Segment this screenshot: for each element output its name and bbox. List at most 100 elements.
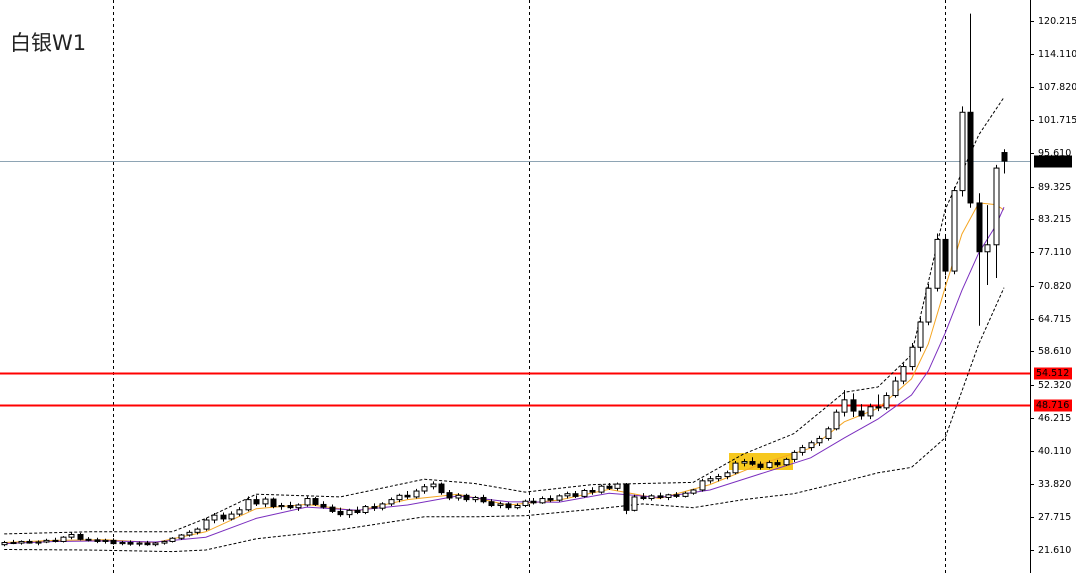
candle-body [43, 539, 50, 543]
candle-body [110, 539, 117, 545]
candle-body [94, 539, 101, 542]
candle-body [438, 483, 445, 494]
candle-body [18, 540, 25, 544]
candle-body [909, 346, 916, 368]
candle-body [463, 494, 470, 501]
candle-body [245, 499, 252, 511]
candle-body [539, 498, 546, 504]
candle-body [178, 534, 185, 539]
candle-body [186, 531, 193, 536]
candle-body [136, 542, 143, 545]
candle-body [127, 542, 134, 545]
candle-body [825, 428, 832, 439]
candle-body [556, 495, 563, 501]
candle-body [211, 514, 218, 521]
candle-body [488, 501, 495, 507]
candle-body [581, 489, 588, 497]
candle-body [657, 495, 664, 498]
candle-body [892, 380, 899, 397]
level-line-label: 54.512 [1036, 368, 1069, 379]
candle-body [514, 505, 521, 509]
candle-body [951, 190, 958, 272]
y-tick-label: 46.215 [1038, 413, 1071, 424]
candle-body [774, 462, 781, 466]
candle-body [648, 495, 655, 500]
y-tick-label: 120.215 [1038, 16, 1076, 27]
candle-body [934, 238, 941, 289]
candle-body [10, 542, 17, 545]
candle-body [783, 458, 790, 466]
candle-body [808, 442, 815, 449]
candle-body [77, 533, 84, 540]
candle-body [203, 519, 210, 530]
y-tick-label: 95.610 [1038, 148, 1071, 159]
candle-body [60, 536, 67, 542]
level-line-label-box [1034, 399, 1072, 412]
candle-body [572, 493, 579, 497]
candle-body [194, 528, 201, 533]
candle-body [665, 494, 672, 498]
candle-body [472, 496, 479, 501]
candle-body [404, 494, 411, 498]
y-tick-label: 64.715 [1038, 314, 1071, 325]
candle-body [547, 498, 554, 501]
candle-body [52, 539, 59, 542]
candle-body [85, 538, 92, 541]
candle-body [598, 485, 605, 493]
candle-body [925, 287, 932, 323]
candle-body [262, 498, 269, 505]
y-tick-label: 21.610 [1038, 545, 1071, 556]
candle-body [337, 510, 344, 516]
candle-body [699, 480, 706, 491]
candle-body [1001, 152, 1008, 162]
moving-average-line [4, 202, 1005, 544]
candle-body [984, 244, 991, 253]
candle-body [354, 509, 361, 513]
candle-body [455, 494, 462, 499]
candle-body [724, 472, 731, 478]
candle-body [858, 410, 865, 417]
y-tick-label: 77.110 [1038, 247, 1071, 258]
candle-body [320, 503, 327, 508]
y-tick-label: 101.715 [1038, 115, 1076, 126]
candle-body [993, 167, 1000, 246]
candle-body [270, 498, 277, 508]
candle-body [690, 489, 697, 494]
candle-body [715, 476, 722, 480]
y-tick-label: 27.715 [1038, 512, 1071, 523]
candle-body [119, 542, 126, 545]
candle-body [967, 111, 974, 204]
candle-body [707, 478, 714, 482]
candle-body [589, 489, 596, 493]
candle-body [623, 483, 630, 511]
y-tick-label: 70.820 [1038, 281, 1071, 292]
candle-body [749, 461, 756, 465]
candle-body [850, 399, 857, 412]
candle-body [530, 500, 537, 504]
y-tick-label: 52.320 [1038, 380, 1071, 391]
candle-body [371, 506, 378, 509]
plot-area [0, 13, 1030, 553]
y-tick-label: 83.215 [1038, 214, 1071, 225]
candle-body [816, 437, 823, 444]
candle-body [144, 542, 151, 546]
candle-body [497, 503, 504, 507]
candle-body [1, 542, 8, 546]
candle-body [68, 533, 75, 538]
candle-body [446, 492, 453, 499]
candle-body [396, 494, 403, 501]
candle-body [102, 539, 109, 542]
candle-body [287, 505, 294, 509]
y-tick-label: 89.325 [1038, 182, 1071, 193]
candle-body [791, 451, 798, 460]
candle-body [682, 492, 689, 497]
candle-body [278, 505, 285, 508]
candle-body [26, 540, 33, 544]
candle-body [253, 499, 260, 505]
candle-body [304, 498, 311, 506]
candle-body [614, 483, 621, 489]
candle-body [228, 513, 235, 520]
candle-body [480, 496, 487, 503]
candle-body [236, 509, 243, 515]
